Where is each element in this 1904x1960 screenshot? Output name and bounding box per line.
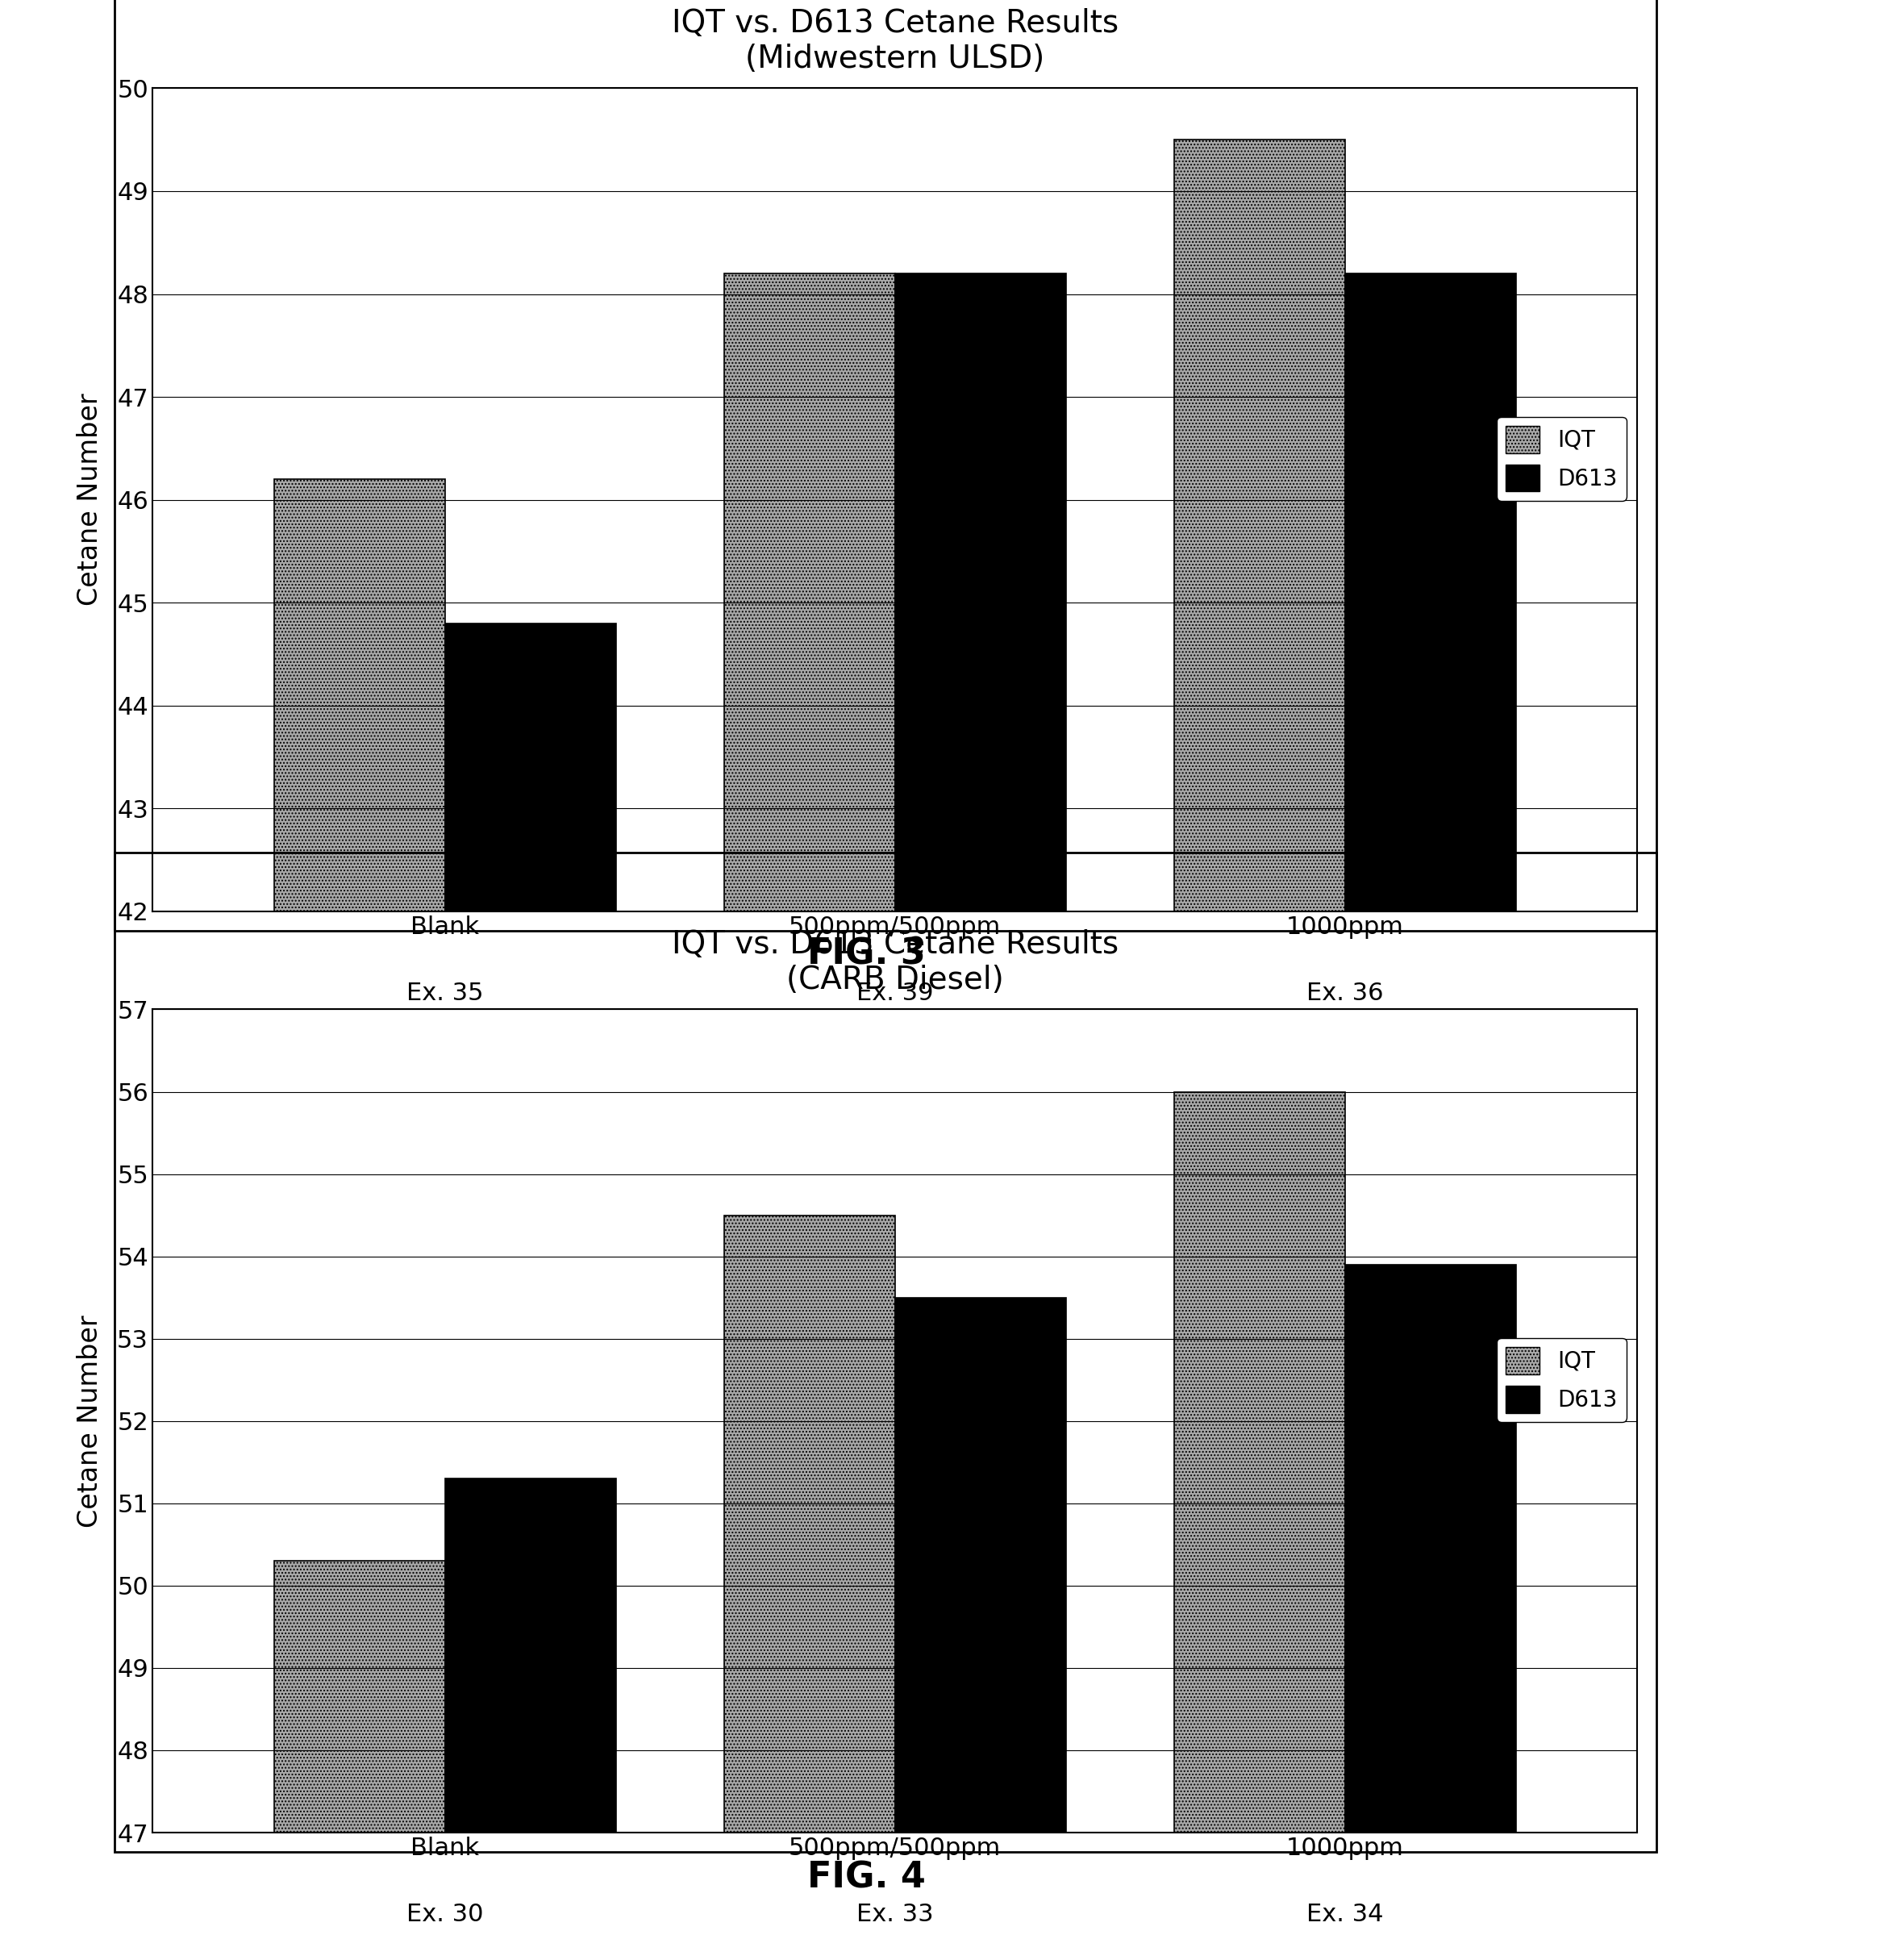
Text: Ex. 35: Ex. 35: [406, 982, 484, 1005]
Legend: IQT, D613: IQT, D613: [1497, 1339, 1626, 1421]
Bar: [895, 1298, 1066, 1960]
Y-axis label: Cetane Number: Cetane Number: [76, 1315, 103, 1527]
Text: Ex. 39: Ex. 39: [857, 982, 933, 1005]
Y-axis label: Cetane Number: Cetane Number: [76, 394, 103, 606]
Bar: [1175, 1092, 1344, 1960]
Title: IQT vs. D613 Cetane Results
(Midwestern ULSD): IQT vs. D613 Cetane Results (Midwestern …: [672, 8, 1118, 74]
Title: IQT vs. D613 Cetane Results
(CARB Diesel): IQT vs. D613 Cetane Results (CARB Diesel…: [672, 929, 1118, 996]
Text: Ex. 34: Ex. 34: [1306, 1903, 1384, 1927]
Bar: [274, 478, 446, 1960]
Bar: [1175, 139, 1344, 1960]
Text: FIG. 3: FIG. 3: [807, 937, 925, 972]
Text: Ex. 33: Ex. 33: [857, 1903, 933, 1927]
Bar: [274, 1560, 446, 1960]
Bar: [895, 272, 1066, 1960]
Text: Ex. 36: Ex. 36: [1306, 982, 1384, 1005]
Bar: [1344, 272, 1516, 1960]
Text: Ex. 30: Ex. 30: [406, 1903, 484, 1927]
Legend: IQT, D613: IQT, D613: [1497, 417, 1626, 500]
Bar: [724, 272, 895, 1960]
Bar: [724, 1215, 895, 1960]
Text: FIG. 4: FIG. 4: [807, 1860, 925, 1895]
Bar: [446, 1478, 615, 1960]
Bar: [446, 623, 615, 1960]
Bar: [1344, 1264, 1516, 1960]
